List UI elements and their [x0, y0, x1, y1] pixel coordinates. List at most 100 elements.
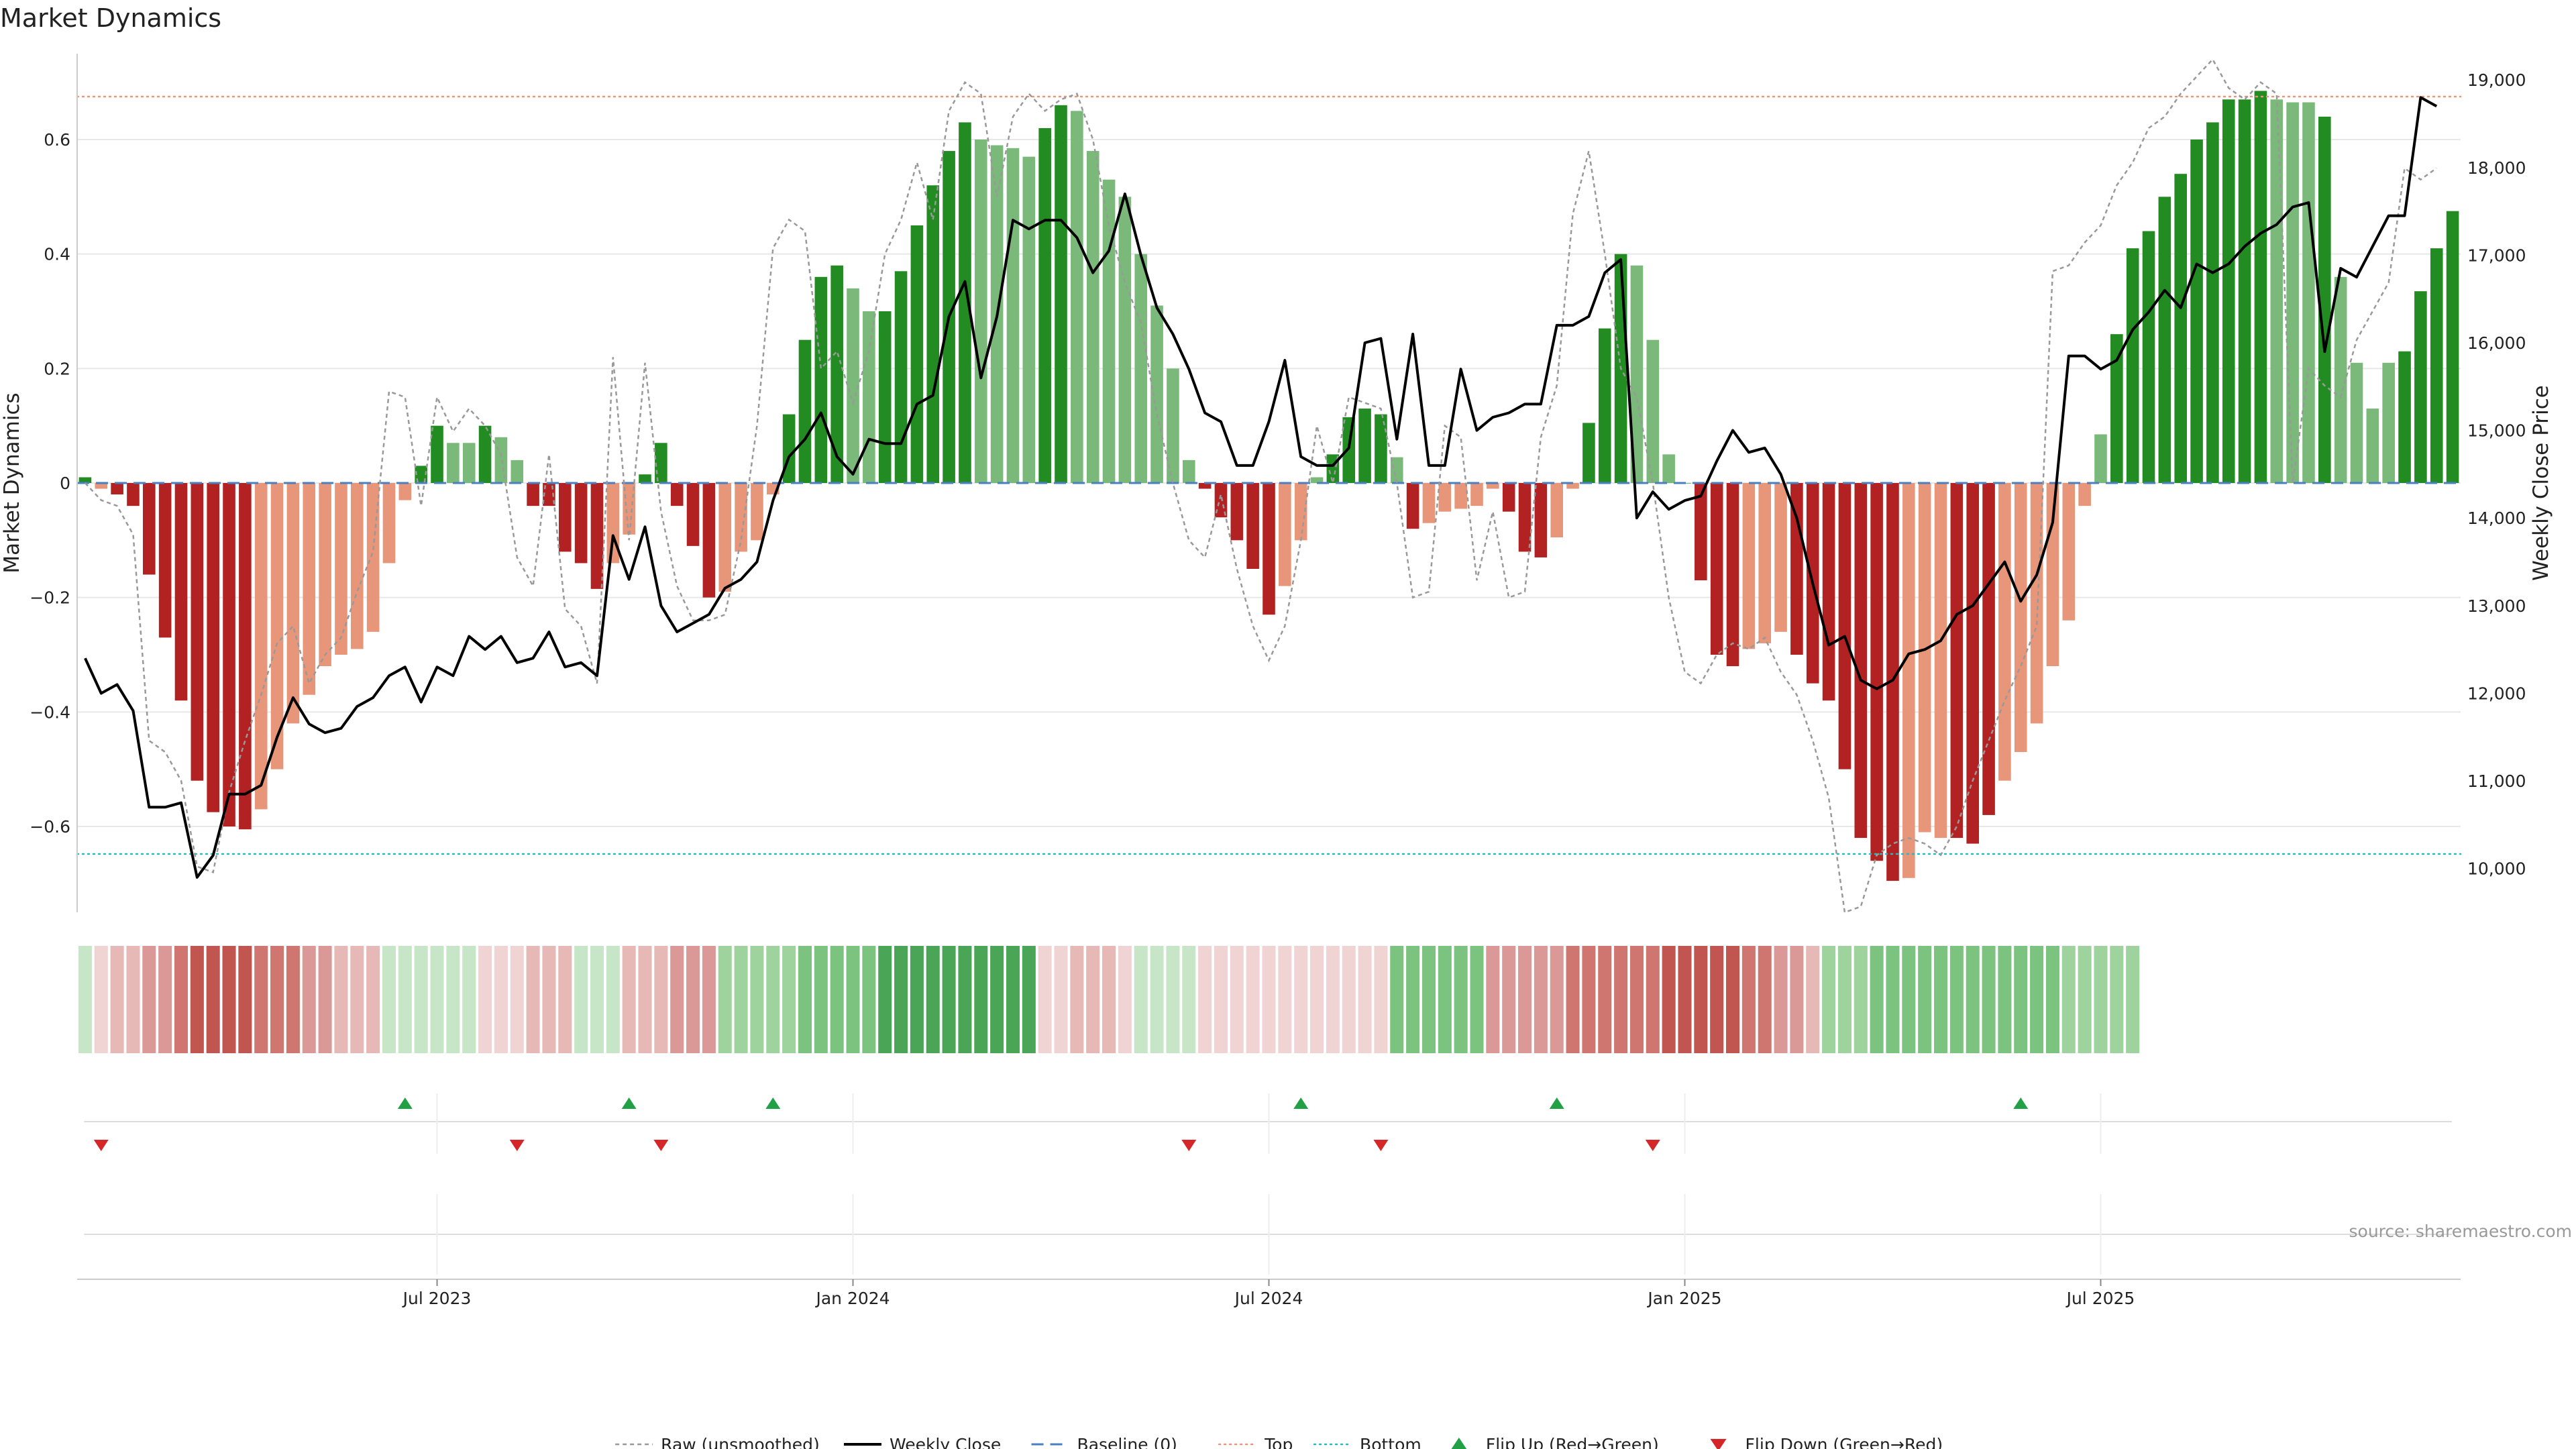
- bar: [1086, 151, 1099, 484]
- bar: [1695, 483, 1707, 581]
- bar: [1230, 483, 1244, 541]
- bar: [2142, 231, 2155, 483]
- heat-cell: [1134, 946, 1148, 1053]
- right-tick-label: 15,000: [2467, 421, 2526, 441]
- bar: [1918, 483, 1931, 833]
- bar: [702, 483, 716, 598]
- bar: [335, 483, 347, 655]
- bar: [2126, 248, 2139, 483]
- bar: [847, 288, 859, 483]
- heat-cell: [1246, 946, 1260, 1053]
- bar: [670, 483, 684, 506]
- heat-cell: [1102, 946, 1116, 1053]
- heat-cell: [1118, 946, 1132, 1053]
- bar: [655, 443, 667, 483]
- heat-cell: [2014, 946, 2028, 1053]
- bar: [158, 483, 172, 638]
- heat-cell: [1374, 946, 1388, 1053]
- heat-cell: [558, 946, 572, 1053]
- bar: [494, 437, 508, 483]
- heat-cell: [1534, 946, 1548, 1053]
- bar: [1966, 483, 1980, 844]
- flip-down-marker: [1181, 1140, 1197, 1151]
- heat-cell: [1438, 946, 1452, 1053]
- bar: [798, 339, 812, 483]
- bar: [1630, 265, 1644, 483]
- heat-cell: [1070, 946, 1084, 1053]
- right-tick-label: 18,000: [2467, 158, 2526, 178]
- bar: [1470, 483, 1483, 506]
- heat-cell: [174, 946, 189, 1053]
- right-axis: 10,000 11,000 12,000 13,000 14,000 15,000 16,0…: [2467, 70, 2526, 879]
- heat-cell: [1406, 946, 1420, 1053]
- heat-cell: [1998, 946, 2012, 1053]
- bar: [95, 483, 108, 489]
- bar: [415, 466, 427, 483]
- heat-cell: [1310, 946, 1324, 1053]
- bar: [1406, 483, 1419, 529]
- heat-cell: [1294, 946, 1308, 1053]
- heat-cell: [1982, 946, 1996, 1053]
- bar: [1454, 483, 1467, 509]
- bar: [1838, 483, 1851, 769]
- bar: [143, 483, 156, 575]
- heat-cell: [1902, 946, 1916, 1053]
- bar: [2414, 291, 2427, 483]
- bar: [1438, 483, 1452, 512]
- heat-cell: [446, 946, 460, 1053]
- heat-cell: [894, 946, 908, 1053]
- flip-up-marker: [765, 1097, 781, 1109]
- legend-label: Flip Up (Red→Green): [1486, 1435, 1659, 1449]
- bar: [926, 185, 940, 483]
- bar: [1214, 483, 1228, 518]
- bar: [1950, 483, 1964, 839]
- bar: [735, 483, 747, 552]
- flip-markers-panel: [84, 1093, 2452, 1275]
- bar: [191, 483, 204, 781]
- heat-cell: [542, 946, 556, 1053]
- bar: [863, 311, 875, 483]
- legend-flip-up-symbol: [1451, 1438, 1467, 1449]
- bar: [239, 483, 252, 830]
- weekly-close-line: [84, 96, 2438, 879]
- heat-cell: [2030, 946, 2044, 1053]
- bar: [1598, 328, 1611, 483]
- bar: [2254, 91, 2267, 483]
- heat-cell: [1662, 946, 1676, 1053]
- legend-label: Raw (unsmoothed): [661, 1435, 820, 1449]
- bar: [1182, 460, 1195, 483]
- bar: [1358, 409, 1371, 483]
- bar: [2014, 483, 2027, 753]
- heat-cell: [1934, 946, 1948, 1053]
- right-tick-label: 16,000: [2467, 333, 2526, 353]
- heat-cell: [238, 946, 252, 1053]
- bar: [1167, 368, 1179, 483]
- heat-cell: [1710, 946, 1724, 1053]
- flip-down-marker: [1373, 1140, 1389, 1151]
- bar: [1071, 111, 1083, 484]
- bar: [478, 425, 492, 483]
- legend-flip-down-symbol: [1710, 1439, 1727, 1449]
- left-tick-label: 0: [60, 474, 70, 493]
- left-tick-label: 0.2: [44, 359, 70, 378]
- heat-cell: [1918, 946, 1932, 1053]
- bar: [1870, 483, 1883, 861]
- heat-cell: [958, 946, 972, 1053]
- heat-cell: [1358, 946, 1372, 1053]
- heat-cell: [190, 946, 204, 1053]
- heat-cell: [2045, 946, 2059, 1053]
- flip-up-marker: [621, 1097, 637, 1109]
- bar: [1038, 127, 1051, 483]
- heat-cell: [1886, 946, 1900, 1053]
- flip-down-marker: [509, 1140, 525, 1151]
- heat-cell: [1278, 946, 1292, 1053]
- bar: [1854, 483, 1868, 839]
- bar: [2270, 99, 2284, 483]
- bar: [1198, 483, 1212, 489]
- heat-cell: [734, 946, 748, 1053]
- heat-cell: [1614, 946, 1628, 1053]
- bar: [1902, 483, 1915, 878]
- heat-cell: [270, 946, 284, 1053]
- x-tick-label: Jul 2025: [2065, 1289, 2135, 1308]
- flip-up-marker: [1549, 1097, 1564, 1109]
